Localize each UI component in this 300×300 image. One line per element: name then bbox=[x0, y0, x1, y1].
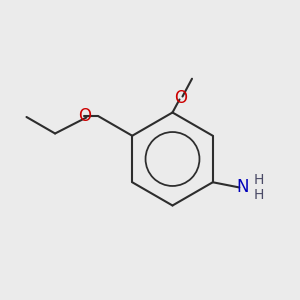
Text: H: H bbox=[254, 173, 264, 187]
Text: H: H bbox=[254, 188, 264, 202]
Text: N: N bbox=[236, 178, 249, 196]
Text: O: O bbox=[79, 107, 92, 125]
Text: O: O bbox=[174, 89, 187, 107]
